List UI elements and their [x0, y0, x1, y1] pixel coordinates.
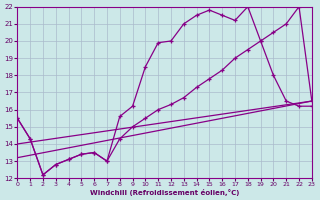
X-axis label: Windchill (Refroidissement éolien,°C): Windchill (Refroidissement éolien,°C) [90, 189, 239, 196]
